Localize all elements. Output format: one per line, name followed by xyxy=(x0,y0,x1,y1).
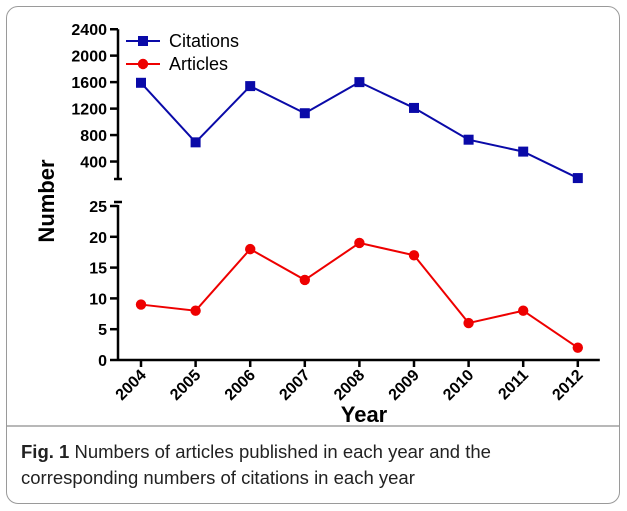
series-line-articles xyxy=(140,241,579,349)
articles-point xyxy=(408,250,420,261)
line-chart: 400 800 1200 1600 2000 2400 0 5 10 15 20 25 2004 2005… xyxy=(34,22,600,427)
x-tick-label: 2012 xyxy=(549,367,586,404)
caption-text: Numbers of articles published in each ye… xyxy=(21,441,491,488)
upper-y-tick-label: 800 xyxy=(80,128,107,145)
citations-point xyxy=(299,108,310,119)
citations-point xyxy=(354,77,365,88)
legend-marker xyxy=(137,58,149,70)
citations-point xyxy=(572,173,583,184)
legend-label: Articles xyxy=(169,54,228,74)
upper-y-tick-label: 1600 xyxy=(71,75,107,92)
articles-point xyxy=(572,342,583,353)
x-tick-label: 2010 xyxy=(440,367,477,404)
x-tick-label: 2009 xyxy=(386,367,423,404)
citations-point xyxy=(190,137,201,148)
series-line-citations xyxy=(140,81,579,179)
articles-point xyxy=(518,305,529,316)
x-tick-label: 2008 xyxy=(331,367,368,404)
citations-point xyxy=(245,81,256,92)
legend-marker xyxy=(138,36,148,46)
figure-frame: 400 800 1200 1600 2000 2400 0 5 10 15 20 25 2004 2005… xyxy=(6,6,620,504)
articles-point xyxy=(463,317,474,329)
y-axis-title: Number xyxy=(34,159,59,243)
citations-point xyxy=(518,146,529,157)
x-tick-label: 2006 xyxy=(222,367,259,404)
lower-y-tick-label: 25 xyxy=(89,199,107,216)
x-tick-label: 2005 xyxy=(167,367,204,404)
lower-y-tick-label: 10 xyxy=(89,291,107,308)
articles-point xyxy=(299,274,310,286)
lower-y-tick-label: 20 xyxy=(89,230,107,247)
lower-y-tick-label: 0 xyxy=(98,353,107,370)
citations-point xyxy=(136,77,146,88)
caption-label: Fig. 1 xyxy=(21,441,70,462)
upper-y-tick-label: 2400 xyxy=(71,22,107,39)
citations-point xyxy=(409,102,419,113)
legend-label: Citations xyxy=(169,31,239,51)
upper-y-tick-label: 400 xyxy=(80,155,107,172)
articles-point xyxy=(245,243,256,255)
citations-point xyxy=(463,134,474,145)
caption-divider xyxy=(7,425,619,427)
articles-point xyxy=(190,305,201,316)
lower-y-tick-label: 5 xyxy=(98,322,107,339)
x-axis-title: Year xyxy=(341,402,388,427)
articles-point xyxy=(135,299,147,310)
upper-y-tick-label: 2000 xyxy=(71,49,107,66)
articles-point xyxy=(354,237,365,249)
lower-y-tick-label: 15 xyxy=(89,261,107,278)
upper-y-tick-label: 1200 xyxy=(71,102,107,119)
x-tick-label: 2007 xyxy=(276,367,313,404)
x-tick-label: 2011 xyxy=(495,367,532,404)
figure-caption: Fig. 1 Numbers of articles published in … xyxy=(21,439,611,491)
x-tick-label: 2004 xyxy=(113,367,150,404)
